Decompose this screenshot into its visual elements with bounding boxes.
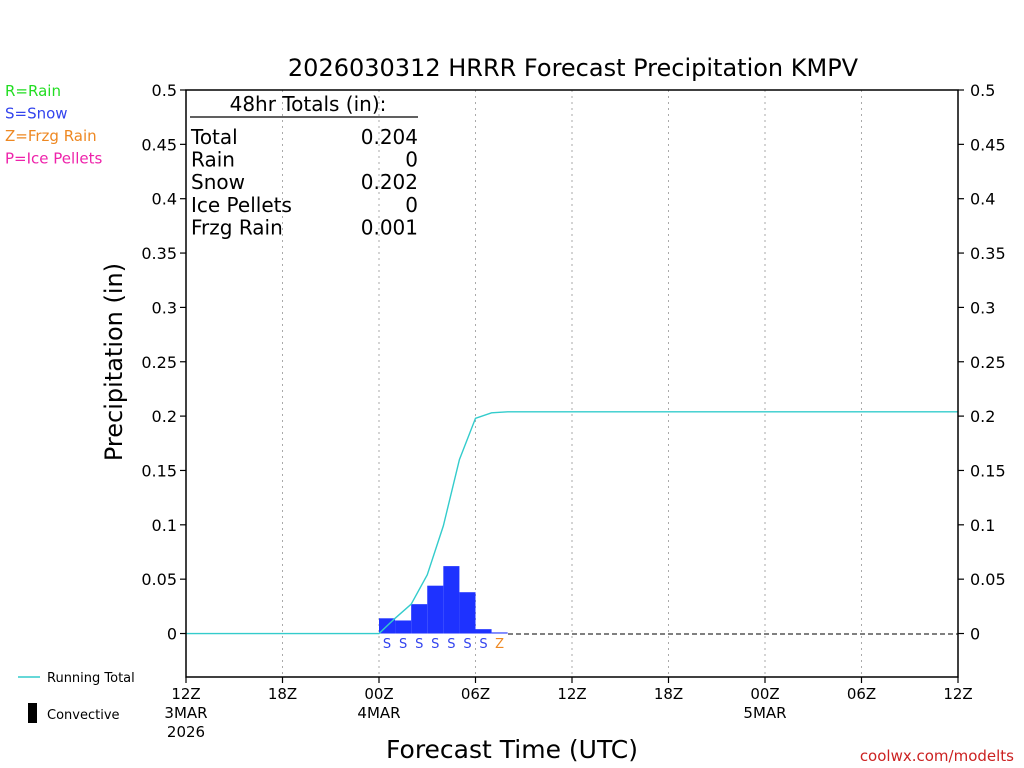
ptype-marker: Z (495, 637, 504, 652)
convective-legend-swatch (28, 703, 37, 723)
totals-row-value: 0.204 (361, 125, 418, 149)
chart-title: 2026030312 HRRR Forecast Precipitation K… (288, 54, 859, 82)
ptype-legend: R=Rain S=Snow Z=Frzg Rain P=Ice Pellets (5, 82, 102, 168)
ptype-legend-item: Z=Frzg Rain (5, 127, 97, 145)
precip-bar (475, 629, 492, 634)
precip-bar (411, 604, 428, 634)
x-tick-label: 2026 (167, 723, 205, 741)
y-axis-label: Precipitation (in) (100, 263, 128, 461)
axis-ticks: 0.5 0.5 0.45 0.45 0.4 0.4 0.35 0.35 0.3 0.3 0.25 0.… (141, 81, 1005, 741)
y-tick-label-right: 0.05 (970, 570, 1006, 589)
ptype-legend-item: P=Ice Pellets (5, 150, 102, 168)
y-tick-label-left: 0.3 (152, 298, 177, 317)
y-tick-label-right: 0.15 (970, 461, 1006, 480)
y-tick-label-right: 0.1 (970, 516, 995, 535)
x-tick-label: 12Z (943, 685, 972, 703)
y-tick-label-left: 0.05 (141, 570, 177, 589)
y-tick-label-right: 0.25 (970, 353, 1006, 372)
y-tick-label-left: 0.45 (141, 135, 177, 154)
x-tick-label: 06Z (847, 685, 876, 703)
precip-bar (491, 632, 508, 634)
x-tick-label: 5MAR (743, 704, 786, 722)
y-tick-label-left: 0.5 (152, 81, 177, 100)
x-axis-label: Forecast Time (UTC) (386, 735, 638, 764)
x-tick-label: 18Z (654, 685, 683, 703)
x-tick-label: 00Z (364, 685, 393, 703)
x-tick-label: 3MAR (164, 704, 207, 722)
x-tick-label: 12Z (557, 685, 586, 703)
totals-row-value: 0 (405, 148, 418, 172)
ptype-marker: S (431, 637, 439, 652)
grid-lines (282, 90, 862, 677)
ptype-marker: S (415, 637, 423, 652)
x-tick-label: 4MAR (357, 704, 400, 722)
y-tick-label-left: 0.15 (141, 461, 177, 480)
credit-text: coolwx.com/modelts (860, 747, 1014, 765)
totals-row-value: 0.001 (361, 215, 418, 239)
running-total-line (186, 411, 958, 635)
totals-row-label: Rain (191, 148, 235, 172)
ptype-legend-item: S=Snow (5, 105, 68, 123)
totals-box: 48hr Totals (in): Total 0.204 Rain 0 Snow 0.2… (190, 92, 418, 239)
y-tick-label-right: 0.3 (970, 298, 995, 317)
y-tick-label-left: 0.25 (141, 353, 177, 372)
ptype-marker: S (447, 637, 455, 652)
x-tick-label: 00Z (750, 685, 779, 703)
convective-legend-label: Convective (47, 708, 120, 723)
y-tick-label-right: 0.35 (970, 244, 1006, 263)
y-tick-label-right: 0 (970, 625, 980, 644)
bar-series (379, 566, 508, 634)
totals-row-label: Ice Pellets (191, 193, 292, 217)
precip-bar (459, 592, 476, 634)
totals-row-label: Snow (191, 170, 245, 194)
precip-bar (427, 585, 444, 634)
y-tick-label-right: 0.2 (970, 407, 995, 426)
ptype-marker: S (399, 637, 407, 652)
y-tick-label-left: 0.1 (152, 516, 177, 535)
totals-row-value: 0 (405, 193, 418, 217)
bottom-legend: Running Total Convective (18, 671, 135, 723)
y-tick-label-right: 0.45 (970, 135, 1006, 154)
y-tick-label-right: 0.4 (970, 190, 995, 209)
totals-header: 48hr Totals (in): (230, 92, 387, 116)
y-tick-label-left: 0 (167, 625, 177, 644)
totals-row-label: Total (190, 125, 238, 149)
ptype-marker: S (383, 637, 391, 652)
running-total-legend-label: Running Total (47, 671, 135, 686)
ptype-marker: S (463, 637, 471, 652)
y-tick-label-left: 0.35 (141, 244, 177, 263)
x-tick-label: 12Z (171, 685, 200, 703)
x-tick-label: 06Z (461, 685, 490, 703)
x-tick-label: 18Z (268, 685, 297, 703)
totals-row-label: Frzg Rain (191, 215, 283, 239)
y-tick-label-left: 0.4 (152, 190, 177, 209)
y-tick-label-right: 0.5 (970, 81, 995, 100)
ptype-legend-item: R=Rain (5, 82, 61, 100)
y-tick-label-left: 0.2 (152, 407, 177, 426)
precip-bar (443, 566, 460, 634)
ptype-marker: S (479, 637, 487, 652)
precip-bar (395, 620, 412, 634)
totals-row-value: 0.202 (361, 170, 418, 194)
